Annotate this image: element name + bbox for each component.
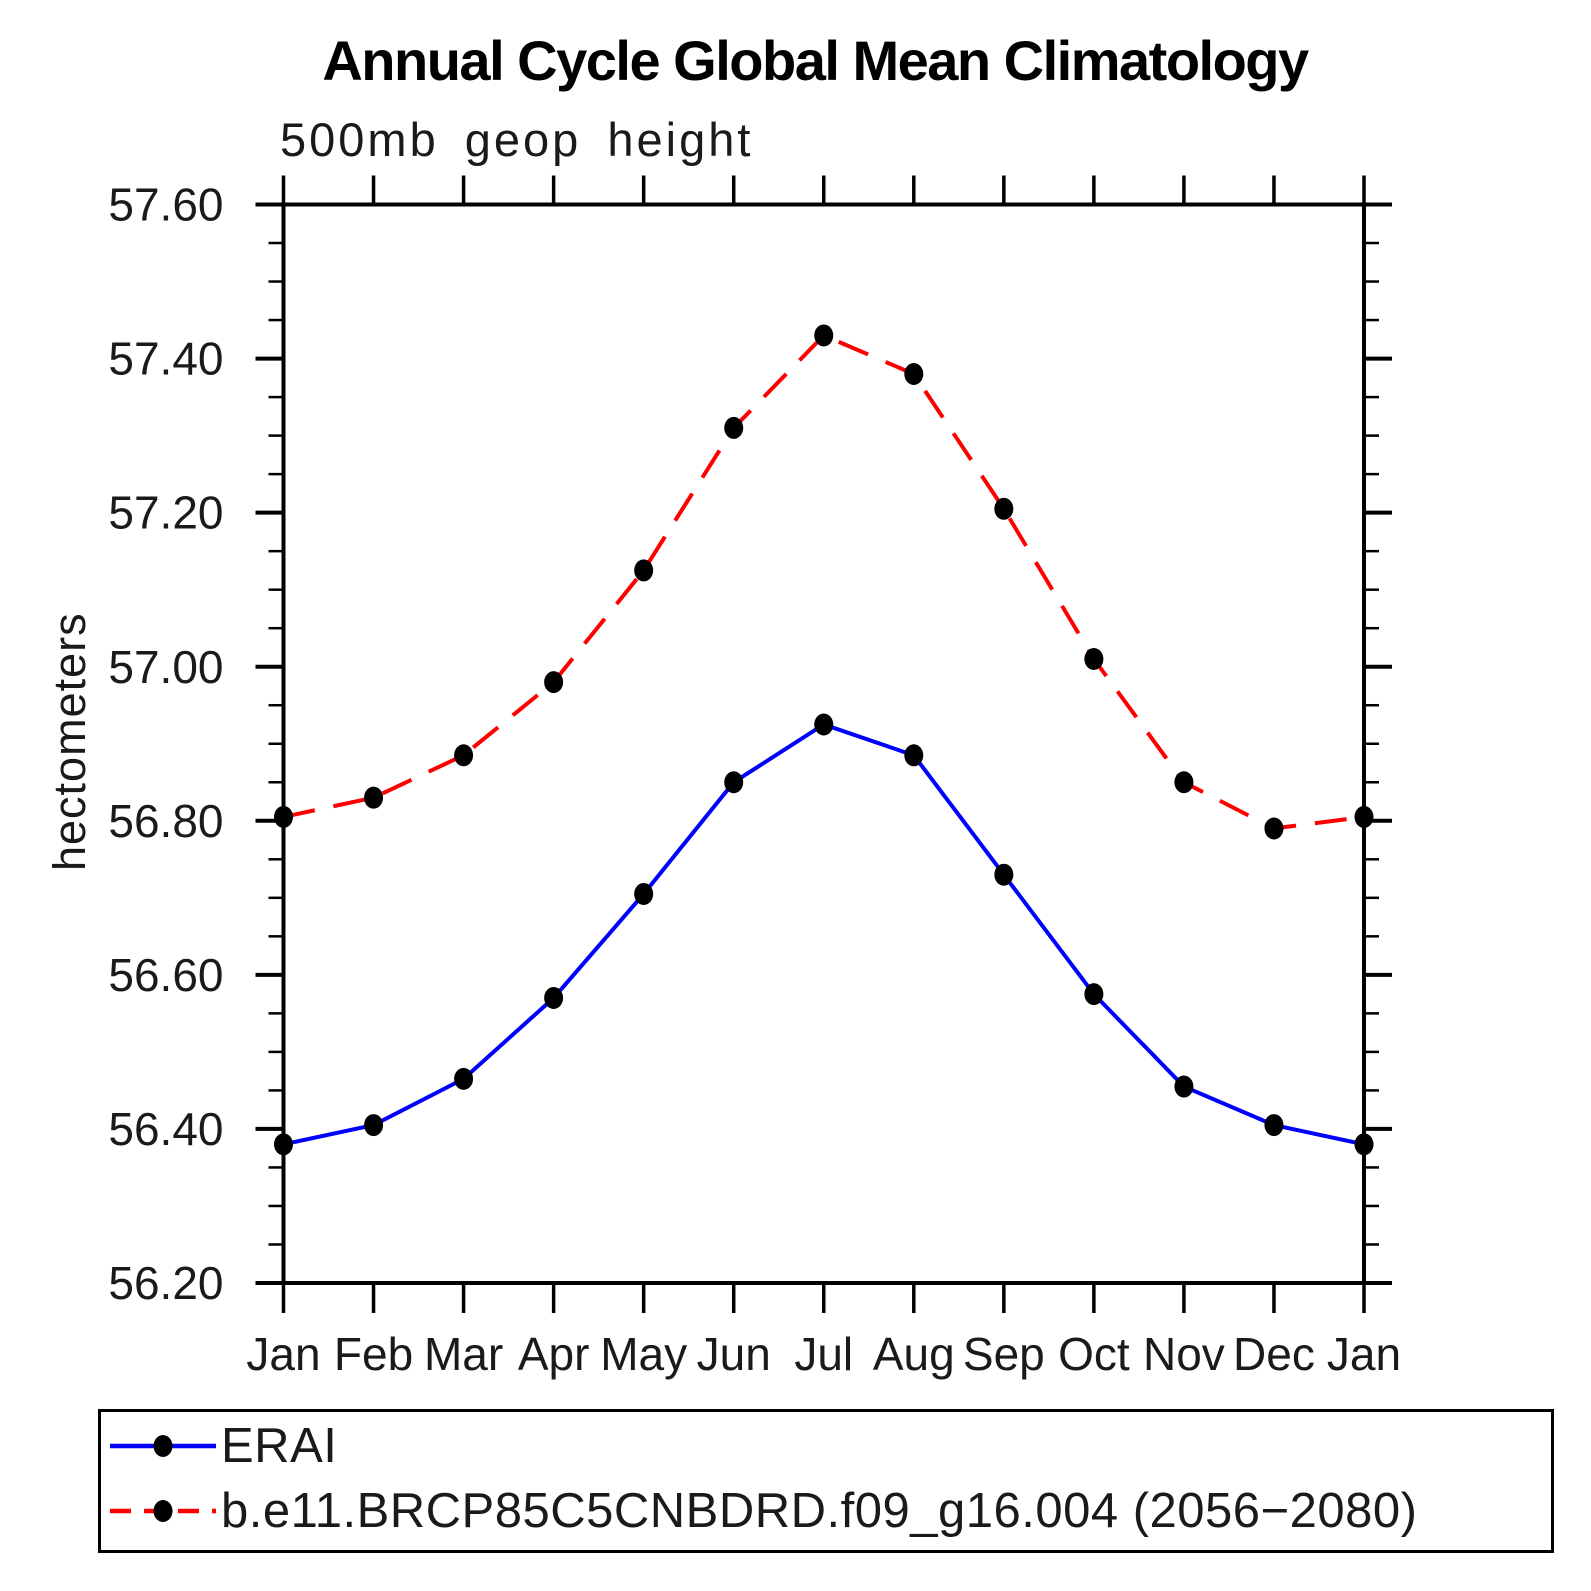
y-tick-label: 57.00 [108,641,223,693]
legend: ERAI b.e11.BRCP85C5CNBDRD.f09_g16.004 (20… [98,1409,1554,1553]
x-tick-label: Jan [1327,1328,1401,1380]
data-point [1174,1075,1194,1098]
legend-item-label: b.e11.BRCP85C5CNBDRD.f09_g16.004 (2056−2… [221,1484,1418,1538]
data-point [274,805,293,828]
x-tick-label: Mar [424,1328,503,1380]
chart-title: Annual Cycle Global Mean Climatology [322,29,1309,92]
data-point [454,1067,474,1090]
data-point [544,986,564,1009]
data-point [1084,648,1104,671]
x-tick-label: May [600,1328,687,1380]
x-tick-label: Jan [246,1328,320,1380]
axis-frame [281,202,1366,1285]
x-tick-label: Sep [963,1328,1045,1380]
data-point [814,324,834,347]
x-tick-label: Dec [1233,1328,1315,1380]
legend-line-solid-sample [110,1435,216,1457]
legend-item-model: b.e11.BRCP85C5CNBDRD.f09_g16.004 (2056−2… [108,1481,1417,1541]
data-point [994,863,1014,886]
y-tick-label: 56.20 [108,1257,223,1309]
x-tick-label: Nov [1143,1328,1225,1380]
data-point [1174,771,1194,794]
x-tick-label: Feb [334,1328,413,1380]
data-point [904,362,924,385]
y-tick-label: 57.20 [108,487,223,539]
data-point [1264,1114,1284,1137]
y-tick-label: 56.40 [108,1103,223,1155]
legend-marker-dot [153,1435,173,1457]
series-line-model [283,333,1365,831]
data-point [1354,805,1374,828]
data-point [454,744,474,767]
data-point [724,771,744,794]
x-tick-label: Oct [1058,1328,1130,1380]
data-point [364,1114,384,1137]
data-point [904,744,924,767]
y-tick-label: 56.60 [108,949,223,1001]
data-point [274,1133,293,1156]
legend-marker-dot [153,1500,173,1522]
y-tick-label: 57.40 [108,333,223,385]
data-point [364,786,384,809]
y-tick-label: 57.60 [108,179,223,231]
data-point [1354,1133,1374,1156]
legend-line-dashed-sample [110,1500,216,1522]
series-line-erai [283,722,1365,1147]
x-tick-label: Jul [794,1328,853,1380]
legend-item-erai: ERAI [108,1416,337,1476]
x-tick-label: Jun [697,1328,771,1380]
data-point [724,416,744,439]
data-point [634,559,654,582]
data-point [1084,983,1104,1006]
data-point [544,671,564,694]
y-tick-label: 56.80 [108,795,223,847]
x-tick-label: Apr [518,1328,590,1380]
data-point [1264,817,1284,840]
x-tick-label: Aug [873,1328,955,1380]
data-point [814,713,834,736]
legend-item-label: ERAI [221,1419,338,1473]
chart-subtitle: 500mb geop height [280,113,754,166]
data-point [994,497,1014,520]
data-point [634,882,654,905]
